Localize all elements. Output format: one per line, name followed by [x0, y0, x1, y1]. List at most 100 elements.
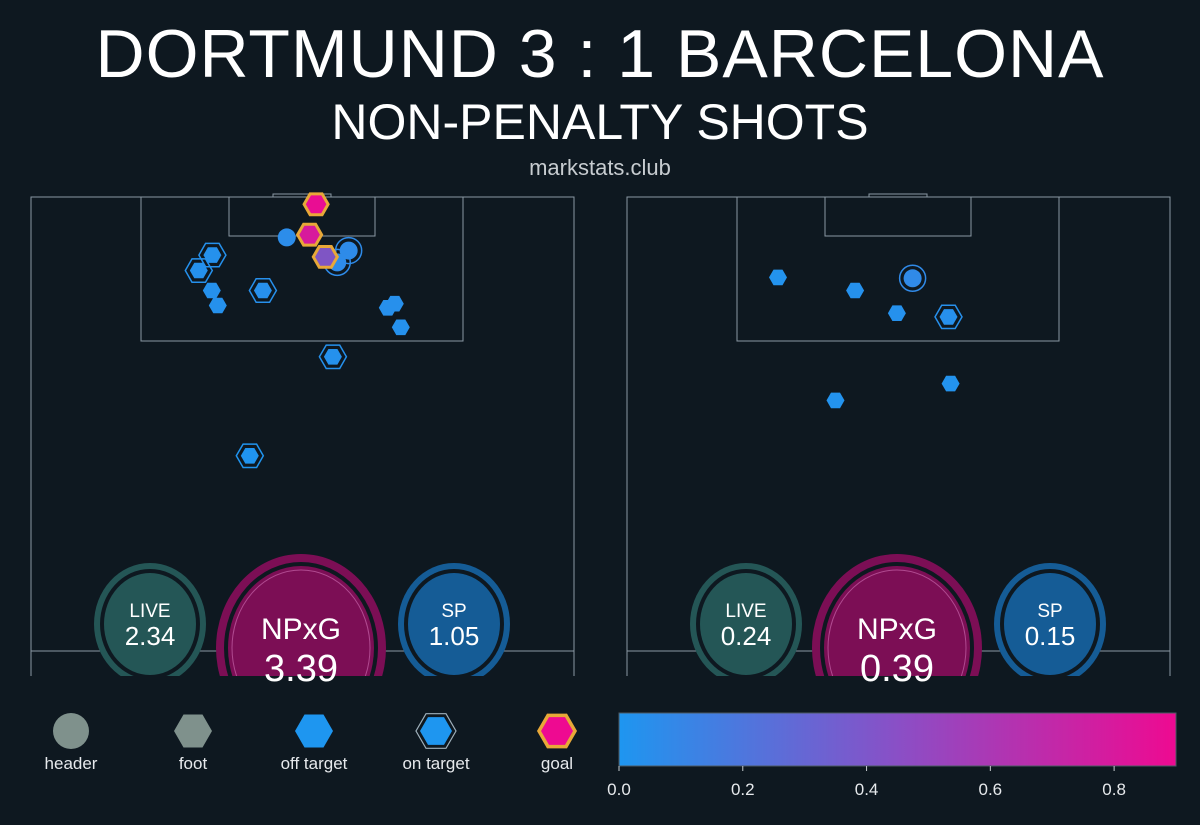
npxg-label: NPxG	[261, 613, 341, 646]
legend-hexagon-icon	[295, 714, 333, 748]
shot-on-target-foot	[939, 309, 958, 325]
sp-value: 1.05	[429, 621, 480, 651]
shot-marker	[198, 242, 227, 268]
shot-on-target-ring	[334, 236, 363, 265]
npxg-value: 3.39	[264, 648, 338, 690]
shot-marker	[941, 375, 960, 392]
npxg-label: NPxG	[857, 613, 937, 646]
shot-marker	[277, 228, 296, 247]
shot-off-target-foot	[887, 305, 906, 321]
shot-marker	[302, 192, 330, 217]
live-bubble	[104, 573, 196, 675]
shot-on-target-foot	[240, 448, 259, 464]
live-bubble	[700, 573, 792, 675]
legend-label: goal	[541, 754, 573, 773]
legend-item-off-target: off target	[281, 714, 348, 773]
shot-off-target-foot	[202, 282, 221, 299]
shot-marker	[385, 295, 404, 312]
live-label: LIVE	[725, 601, 766, 622]
sp-value: 0.15	[1025, 621, 1076, 651]
sp-bubble	[1004, 573, 1096, 675]
legend-label: foot	[179, 754, 208, 773]
shot-marker	[934, 304, 963, 330]
shot-on-target-header	[903, 269, 922, 288]
legend-hexagon-ring-icon	[415, 713, 457, 749]
live-value: 2.34	[125, 621, 176, 651]
live-label: LIVE	[129, 601, 170, 622]
xg-bubbles	[94, 554, 510, 676]
colorbar-tick-label: 0.2	[731, 780, 755, 799]
shot-marker	[846, 282, 865, 299]
shot-on-target-ring	[198, 242, 227, 268]
source-label: markstats.club	[529, 155, 671, 180]
xg-bubbles	[690, 554, 1106, 676]
shot-goal-foot	[302, 192, 330, 217]
shot-off-target-foot	[385, 295, 404, 312]
goal-frame	[272, 193, 332, 198]
shot-marker	[391, 319, 410, 336]
shot-marker	[311, 245, 340, 269]
shot-goal-foot	[311, 245, 340, 269]
shot-marker	[208, 297, 227, 314]
npxg-bubble	[228, 566, 374, 676]
legend-circle-icon	[53, 713, 89, 749]
legend-hexagon-icon	[174, 714, 212, 748]
colorbar: 0.0 0.2 0.4 0.6 0.8	[607, 712, 1177, 799]
sp-label: SP	[441, 601, 466, 622]
shot-on-target-foot	[189, 262, 208, 279]
colorbar-tick-label: 0.0	[607, 780, 631, 799]
shot-marker	[235, 443, 265, 469]
shot-off-target-foot	[826, 392, 845, 409]
page-title: DORTMUND 3 : 1 BARCELONA	[95, 16, 1105, 92]
shot-marker	[295, 222, 324, 247]
shot-on-target-header	[339, 241, 358, 260]
shot-marker	[826, 392, 845, 409]
shot-marker	[318, 344, 348, 370]
legend-item-header: header	[45, 713, 98, 773]
shot-marker	[898, 264, 927, 293]
colorbar-tick-label: 0.6	[979, 780, 1003, 799]
shot-marker	[769, 269, 787, 286]
shot-marker	[248, 278, 278, 303]
colorbar-gradient	[618, 712, 1177, 767]
shot-marker	[887, 305, 906, 321]
shot-marker	[334, 236, 363, 265]
legend-item-on-target: on target	[402, 713, 470, 773]
colorbar-tick-label: 0.4	[855, 780, 879, 799]
shot-on-target-foot	[323, 349, 342, 365]
shot-marker	[184, 258, 214, 283]
shot-off-target-foot	[391, 319, 410, 336]
legend-label: off target	[281, 754, 348, 773]
npxg-bubble-inner-line	[231, 569, 371, 676]
legend: header foot off target on target goal 0.0 0.2 0…	[45, 712, 1177, 799]
shot-marker	[202, 282, 221, 299]
legend-label: header	[45, 754, 98, 773]
npxg-bubble-inner-line	[827, 569, 967, 676]
shot-on-target-ring	[235, 443, 265, 469]
shot-off-target-foot	[941, 375, 960, 392]
shot-on-target-ring	[898, 264, 927, 293]
shot-on-target-ring	[248, 278, 278, 303]
shot-on-target-foot	[253, 282, 272, 299]
shot-goal-foot	[295, 222, 324, 247]
penalty-box	[140, 196, 464, 342]
shot-on-target-ring	[184, 258, 214, 283]
legend-goal-icon	[536, 713, 578, 749]
sp-bubble	[408, 573, 500, 675]
shot-off-target-header	[277, 228, 296, 247]
shot-off-target-foot	[769, 269, 787, 286]
six-yard-box	[824, 196, 972, 237]
sp-label: SP	[1037, 601, 1062, 622]
legend-item-foot: foot	[174, 714, 212, 773]
legend-label: on target	[402, 754, 469, 773]
legend-hexagon-icon	[420, 717, 452, 745]
npxg-bubble	[824, 566, 970, 676]
shot-on-target-foot	[203, 247, 222, 263]
shot-on-target-ring	[934, 304, 963, 330]
npxg-value: 0.39	[860, 648, 934, 690]
shot-on-target-ring	[318, 344, 348, 370]
goal-frame	[868, 193, 928, 198]
